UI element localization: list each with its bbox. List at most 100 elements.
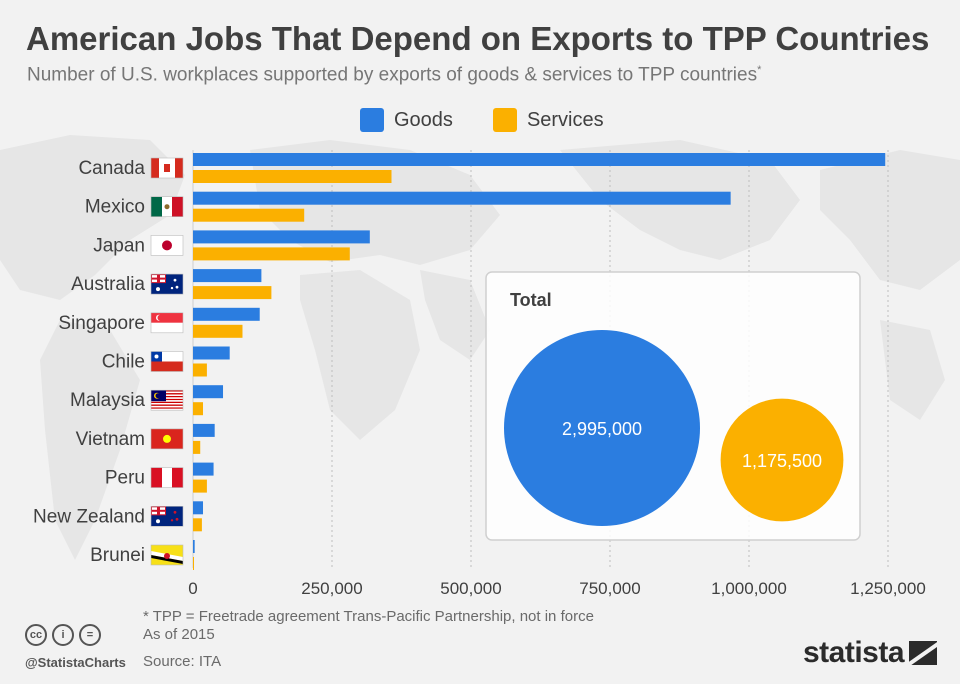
flag-part: [151, 393, 183, 395]
legend-label-services: Services: [526, 108, 604, 131]
bar-services: [193, 247, 350, 261]
flag-brunei-icon: [150, 544, 184, 566]
flag-part: [151, 390, 183, 392]
flag-border: [150, 351, 184, 372]
flag-part: [162, 240, 172, 251]
flag-border: [150, 312, 184, 334]
category-label: Australia: [71, 274, 145, 295]
flag-part: [156, 519, 160, 524]
flag-part: [175, 285, 179, 289]
category-label: Japan: [93, 235, 145, 256]
footnote: * TPP = Freetrade agreement Trans-Pacifi…: [143, 608, 594, 644]
total-goods-value: 2,995,000: [562, 419, 642, 439]
x-tick-label: 500,000: [440, 579, 501, 598]
flag-part: [157, 314, 164, 321]
x-tick-label: 1,250,000: [850, 579, 926, 598]
logo-mark-icon: [909, 641, 938, 665]
cc-icon: cc: [25, 624, 47, 646]
bar-services: [193, 286, 272, 300]
bar-goods: [193, 385, 224, 399]
category-label: Singapore: [58, 313, 145, 334]
flag-part: [156, 287, 160, 292]
flag-malaysia-icon: [150, 389, 184, 411]
flag-part: [151, 158, 159, 178]
category-label: Vietnam: [76, 429, 145, 450]
flag-part: [155, 393, 161, 399]
x-tick-label: 1,000,000: [711, 579, 787, 598]
statista-logo[interactable]: statista: [803, 636, 938, 670]
total-label: Total: [510, 290, 552, 310]
bar-services: [193, 170, 392, 183]
total-services-value: 1,175,500: [742, 451, 822, 471]
flag-part: [151, 408, 183, 411]
flag-part: [151, 400, 183, 402]
bar-services: [193, 440, 201, 454]
flag-part: [151, 398, 183, 401]
flag-part: [162, 467, 172, 488]
flag-part: [151, 555, 183, 564]
category-label: Peru: [105, 468, 145, 489]
chart-subtitle: Number of U.S. workplaces supported by e…: [27, 64, 761, 86]
chart-subtitle-text: Number of U.S. workplaces supported by e…: [27, 64, 758, 86]
bar-goods: [193, 501, 204, 515]
flag-vietnam-icon: [150, 428, 184, 450]
no-derivatives-icon: =: [79, 624, 101, 646]
bar-goods: [193, 346, 230, 360]
flag-part: [151, 403, 183, 405]
flag-japan-icon: [150, 235, 184, 256]
logo-wordmark: statista: [803, 636, 905, 669]
flag-singapore-icon: [150, 312, 184, 334]
footnote-line-2: As of 2015: [143, 626, 215, 643]
twitter-handle[interactable]: @StatistaCharts: [25, 655, 126, 670]
flag-part: [151, 196, 162, 217]
flag-australia-icon: [150, 273, 184, 295]
category-label: Canada: [78, 158, 145, 179]
bar-services: [193, 479, 207, 493]
flag-border: [150, 467, 184, 488]
bar-goods: [193, 153, 886, 166]
x-tick-label: 0: [188, 579, 197, 598]
creative-commons-icons: cc i =: [25, 624, 106, 646]
bar-services: [193, 363, 207, 377]
flag-part: [172, 467, 183, 488]
legend-item-goods[interactable]: Goods: [360, 108, 453, 132]
flag-part: [175, 158, 183, 178]
flag-part: [175, 517, 179, 521]
bar-services: [193, 402, 204, 416]
category-label: Brunei: [90, 545, 145, 566]
flag-mexico-icon: [150, 196, 184, 217]
flag-part: [173, 510, 177, 514]
bar-services: [193, 324, 243, 338]
bar-services: [193, 518, 202, 532]
flag-part: [151, 407, 183, 409]
flag-part: [164, 164, 170, 172]
bar-services: [193, 557, 194, 570]
flag-part: [151, 397, 183, 399]
flag-peru-icon: [150, 467, 184, 488]
total-services-bubble: [720, 398, 844, 522]
chart-legend: Goods Services: [360, 108, 644, 132]
x-tick-label: 750,000: [579, 579, 640, 598]
bar-goods: [193, 230, 370, 244]
footnote-line-1: * TPP = Freetrade agreement Trans-Pacifi…: [143, 608, 594, 625]
bar-goods: [193, 540, 195, 553]
category-label: New Zealand: [33, 506, 145, 527]
flag-part: [170, 286, 174, 290]
flag-border: [150, 389, 184, 411]
bar-services: [193, 208, 305, 222]
flag-part: [154, 354, 159, 359]
flag-part: [151, 395, 183, 398]
x-tick-label: 250,000: [301, 579, 362, 598]
bar-goods: [193, 191, 731, 205]
flag-border: [150, 544, 184, 566]
flag-part: [163, 434, 171, 443]
source-text: Source: ITA: [143, 653, 222, 670]
flag-part: [151, 394, 183, 396]
flag-border: [150, 273, 184, 295]
legend-item-services[interactable]: Services: [492, 108, 604, 132]
category-label: Mexico: [85, 197, 145, 218]
flag-part: [151, 277, 166, 280]
bar-goods: [193, 307, 260, 321]
legend-label-goods: Goods: [394, 108, 453, 131]
flag-part: [151, 401, 183, 404]
